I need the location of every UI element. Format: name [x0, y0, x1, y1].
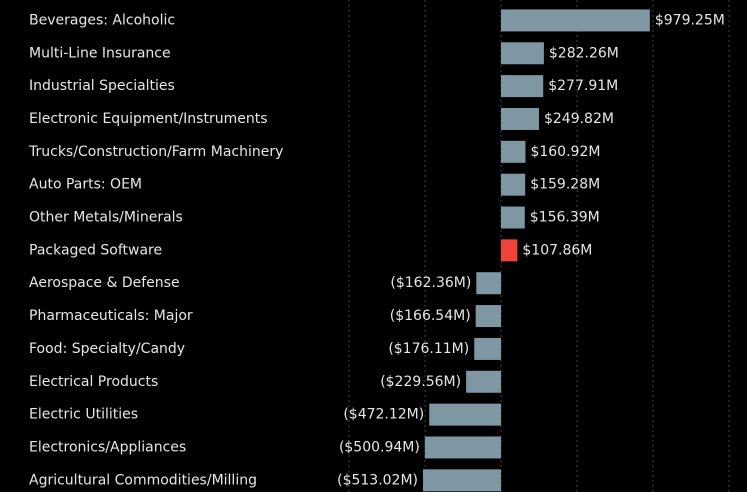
- category-label: Industrial Specialties: [29, 78, 175, 94]
- bar: [501, 239, 518, 262]
- value-label: $160.92M: [530, 144, 600, 160]
- bar: [475, 305, 501, 328]
- category-label: Trucks/Construction/Farm Machinery: [28, 144, 283, 160]
- bar: [501, 140, 526, 163]
- category-label: Aerospace & Defense: [29, 275, 180, 291]
- category-label: Pharmaceuticals: Major: [29, 308, 193, 324]
- bar: [429, 403, 501, 426]
- category-label: Agricultural Commodities/Milling: [29, 472, 257, 488]
- bar: [501, 107, 539, 130]
- value-label: $107.86M: [522, 242, 592, 258]
- category-label: Electric Utilities: [29, 407, 138, 423]
- value-label: ($513.02M): [337, 472, 418, 488]
- category-label: Packaged Software: [29, 242, 162, 258]
- value-label: ($166.54M): [390, 308, 471, 324]
- category-label: Electronics/Appliances: [29, 439, 186, 455]
- bar: [424, 436, 501, 459]
- bar: [501, 206, 525, 229]
- bar: [501, 75, 544, 98]
- category-label: Beverages: Alcoholic: [29, 12, 175, 28]
- value-label: $159.28M: [530, 177, 600, 193]
- value-label: $282.26M: [549, 45, 619, 61]
- bar: [501, 42, 544, 65]
- value-label: ($176.11M): [388, 341, 469, 357]
- value-label: ($500.94M): [339, 439, 420, 455]
- value-label: ($162.36M): [390, 275, 471, 291]
- value-label: $249.82M: [544, 111, 614, 127]
- category-label: Multi-Line Insurance: [29, 45, 171, 61]
- bar: [501, 173, 526, 196]
- bar: [501, 9, 650, 32]
- value-label: $277.91M: [548, 78, 618, 94]
- value-label: $156.39M: [530, 210, 600, 226]
- value-label: $979.25M: [655, 12, 725, 28]
- bar: [474, 337, 501, 360]
- bar: [423, 469, 501, 492]
- category-label: Auto Parts: OEM: [29, 177, 142, 193]
- category-label: Other Metals/Minerals: [29, 210, 183, 226]
- value-label: ($472.12M): [343, 407, 424, 423]
- value-label: ($229.56M): [380, 374, 461, 390]
- category-label: Food: Specialty/Candy: [29, 341, 185, 357]
- category-label: Electrical Products: [29, 374, 158, 390]
- bar: [466, 370, 501, 393]
- bar: [476, 272, 501, 295]
- category-label: Electronic Equipment/Instruments: [29, 111, 268, 127]
